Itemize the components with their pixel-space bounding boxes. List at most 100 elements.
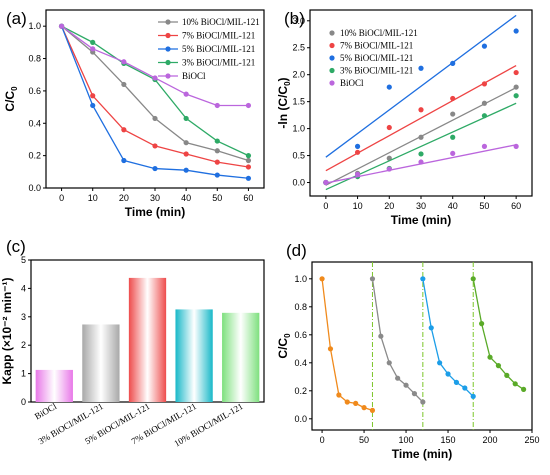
x-tick-label: 10 xyxy=(88,193,98,203)
data-point xyxy=(353,400,359,406)
y-tick-label: 0.6 xyxy=(294,330,307,340)
y-axis-label: Kapp (×10⁻² min⁻¹) xyxy=(0,277,14,384)
data-point xyxy=(462,385,468,391)
y-tick-label: 0.8 xyxy=(294,302,307,312)
data-point xyxy=(386,360,392,366)
y-tick-label: 1 xyxy=(21,369,26,379)
series-line xyxy=(321,278,373,412)
data-point xyxy=(411,391,418,397)
legend-marker xyxy=(165,59,171,66)
data-point xyxy=(90,46,96,52)
panel-label: (d) xyxy=(286,241,307,260)
data-point xyxy=(121,127,127,133)
y-tick-label: 0.8 xyxy=(28,54,41,64)
bar xyxy=(35,369,73,402)
data-point xyxy=(450,60,456,66)
data-point xyxy=(323,179,329,186)
x-tick-label: 20 xyxy=(384,201,394,211)
data-point xyxy=(450,150,456,157)
bar xyxy=(82,324,120,402)
data-point xyxy=(183,91,189,97)
y-tick-label: 0.0 xyxy=(28,183,41,193)
data-point xyxy=(90,102,96,109)
chart-panel-a: 0.0 0.2 0.4 0.6 0.8 1.0 0 10 20 30 40 50 60 Time (min… xyxy=(3,9,265,219)
data-point xyxy=(418,65,424,71)
x-axis-label: Time (min) xyxy=(391,213,451,227)
y-tick-label: 3 xyxy=(21,312,26,322)
legend-marker xyxy=(329,55,335,61)
legend-entry: BiOCl xyxy=(182,71,206,81)
legend-marker xyxy=(329,67,335,74)
data-point xyxy=(450,95,456,102)
data-point xyxy=(183,115,189,122)
data-point xyxy=(479,321,485,327)
panel-label: (c) xyxy=(6,237,26,256)
y-tick-label: 2 xyxy=(21,340,26,350)
x-tick-label: 10 xyxy=(353,201,363,211)
x-tick-label: 30 xyxy=(150,193,160,203)
x-tick-label: 250 xyxy=(524,435,539,445)
y-axis-label: C/C0 xyxy=(3,86,19,112)
data-point xyxy=(418,107,424,113)
data-point xyxy=(369,276,376,282)
y-tick-label: 3.0 xyxy=(292,16,305,26)
y-tick-label: 1.0 xyxy=(294,274,307,284)
data-point xyxy=(513,69,519,76)
legend-marker xyxy=(329,30,335,36)
y-tick-label: 5 xyxy=(21,255,26,265)
fit-line xyxy=(325,14,517,158)
y-tick-label: 1.0 xyxy=(292,124,305,134)
data-point xyxy=(428,325,434,331)
data-point xyxy=(58,23,65,29)
series-line xyxy=(472,278,524,390)
data-point xyxy=(245,157,252,164)
data-point xyxy=(245,153,252,159)
data-point xyxy=(369,407,376,413)
legend-entry: 5% BiOCl/MIL-121 xyxy=(340,53,413,63)
x-tick-label: 20 xyxy=(119,193,129,203)
y-tick-label: 2.0 xyxy=(292,70,305,80)
y-tick-label: 0 xyxy=(21,397,26,407)
data-point xyxy=(152,75,158,81)
data-point xyxy=(513,28,519,34)
data-point xyxy=(121,157,127,164)
data-point xyxy=(386,166,392,172)
data-point xyxy=(481,43,488,49)
y-axis-label: C/C0 xyxy=(276,333,292,359)
x-tick-label: 40 xyxy=(448,201,458,211)
data-point xyxy=(378,333,384,339)
data-point xyxy=(354,143,361,149)
x-tick-label: 0 xyxy=(59,193,64,203)
bar xyxy=(222,312,260,402)
legend-entry: 3% BiOCl/MIL-121 xyxy=(182,58,255,68)
legend-entry: BiOCl xyxy=(340,78,364,88)
data-point xyxy=(214,138,220,144)
y-tick-label: 0.4 xyxy=(28,118,41,128)
data-point xyxy=(418,134,424,140)
x-tick-label: 60 xyxy=(243,193,253,203)
series-line xyxy=(422,278,474,397)
data-point xyxy=(395,375,401,381)
data-point xyxy=(90,39,96,45)
data-point xyxy=(152,143,158,149)
data-point xyxy=(121,59,127,65)
y-tick-label: 0.0 xyxy=(292,178,305,188)
fit-line xyxy=(325,102,517,191)
x-tick-label: 40 xyxy=(181,193,191,203)
y-axis-label: -ln (C/C0) xyxy=(276,77,292,128)
y-tick-label: 0.2 xyxy=(294,386,307,396)
legend-marker xyxy=(329,80,335,86)
data-point xyxy=(183,167,189,173)
data-point xyxy=(420,399,426,405)
data-point xyxy=(512,381,518,387)
data-point xyxy=(90,93,96,99)
data-point xyxy=(386,84,392,90)
legend-marker xyxy=(329,42,335,49)
data-point xyxy=(513,143,519,149)
data-point xyxy=(214,102,220,109)
y-tick-label: 4 xyxy=(21,283,26,293)
x-tick-label: 0 xyxy=(323,201,328,211)
data-point xyxy=(420,276,426,282)
